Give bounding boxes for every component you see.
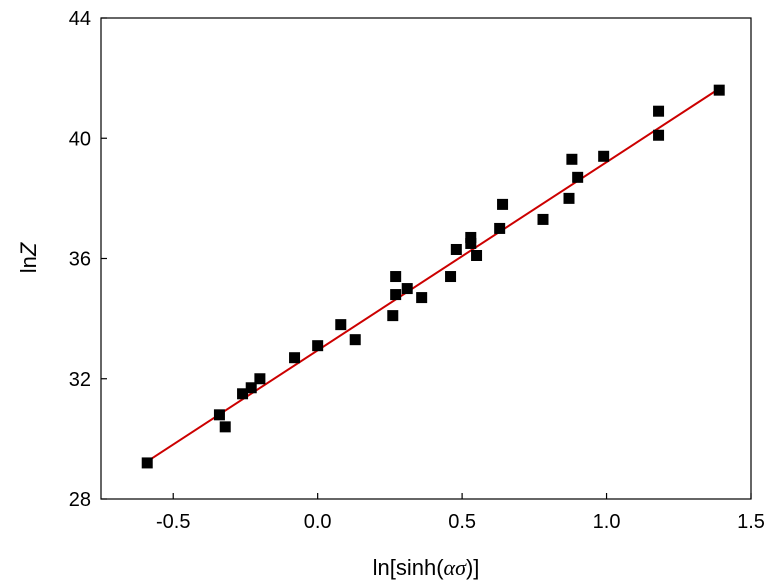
data-point	[450, 243, 462, 255]
data-point	[537, 213, 549, 225]
data-point	[653, 105, 665, 117]
x-axis-title: ln[sinh(ασ)]	[373, 555, 480, 580]
data-point	[563, 192, 575, 204]
x-tick-label: 0.0	[304, 511, 332, 533]
y-tick-label: 40	[69, 128, 91, 150]
data-points	[141, 84, 725, 469]
data-point	[713, 84, 725, 96]
data-point	[390, 289, 402, 301]
data-point	[237, 388, 249, 400]
data-point	[349, 334, 361, 346]
data-point	[312, 340, 324, 352]
x-tick-label: 0.5	[448, 511, 476, 533]
axis-ticks: -0.5 0.0 0.5 1.0 1.5 28 32 36 40 44	[69, 8, 765, 533]
data-point	[141, 457, 153, 469]
data-point	[494, 222, 506, 234]
data-point	[445, 271, 457, 283]
data-point	[254, 373, 266, 385]
data-point	[289, 352, 301, 364]
x-axis-title-part-2: ασ	[444, 555, 468, 580]
data-point	[566, 153, 578, 165]
data-point	[219, 421, 231, 433]
data-point	[471, 249, 483, 261]
data-point	[465, 231, 477, 243]
data-point	[572, 171, 584, 183]
x-tick-label: 1.5	[737, 511, 765, 533]
fit-line	[146, 87, 720, 463]
data-point	[387, 310, 399, 322]
data-point	[245, 382, 257, 394]
x-axis-title-part-1: ln[sinh(	[373, 555, 445, 580]
y-axis-title-part-1: ln	[16, 256, 41, 273]
x-axis-title-part-3: )]	[466, 555, 479, 580]
y-tick-label: 36	[69, 249, 91, 271]
y-tick-label: 44	[69, 8, 91, 30]
data-point	[598, 150, 610, 162]
fit-line-group	[146, 87, 720, 463]
y-tick-label: 32	[69, 369, 91, 391]
data-point	[497, 198, 509, 210]
data-point	[416, 292, 428, 304]
y-axis-title-part-2: Z	[16, 241, 41, 257]
data-point	[335, 319, 347, 331]
data-point	[390, 271, 402, 283]
data-point	[401, 283, 413, 295]
data-point	[653, 129, 665, 141]
x-tick-label: -0.5	[156, 511, 190, 533]
y-axis-title: lnZ	[16, 241, 41, 273]
data-point	[465, 237, 477, 249]
data-point	[213, 409, 225, 421]
y-tick-label: 28	[69, 489, 91, 511]
x-tick-label: 1.0	[593, 511, 621, 533]
